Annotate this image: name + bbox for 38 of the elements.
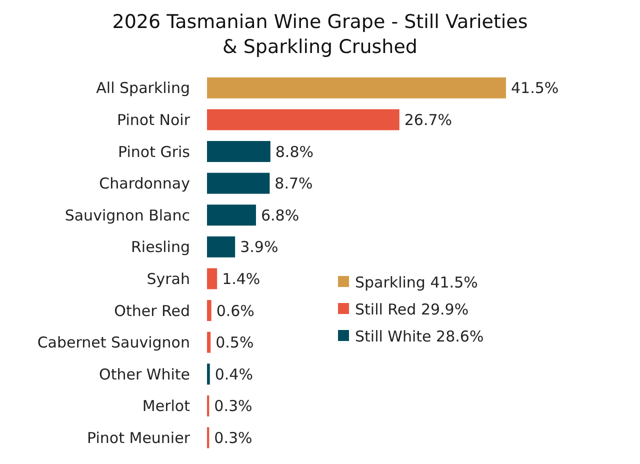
y-tick-label: Other Red [114,302,190,320]
data-label: 26.7% [404,110,452,129]
y-tick-label: Riesling [131,238,190,256]
data-label: 0.4% [214,365,253,384]
data-label: 41.5% [511,79,559,98]
data-label: 0.6% [216,302,254,320]
bar [207,268,218,290]
bar [207,109,400,130]
bar [207,300,212,321]
y-tick-label: Merlot [142,397,190,416]
y-tick-label: Cabernet Sauvignon [37,334,190,352]
y-tick-label: Sauvignon Blanc [64,206,190,224]
bar [207,77,506,98]
y-tick-label: Chardonnay [99,174,190,193]
legend-label: Sparkling 41.5% [355,273,478,292]
y-tick-label: Pinot Meunier [87,428,191,447]
data-label: 6.8% [260,206,300,224]
y-tick-label: All Sparkling [96,79,190,98]
bar [207,141,270,162]
legend-label: Still White 28.6% [355,327,484,346]
y-tick-label: Syrah [146,270,190,288]
data-label: 3.9% [240,238,278,256]
legend-label: Still Red 29.9% [355,300,469,318]
bar [207,204,256,226]
data-label: 8.7% [274,174,313,193]
y-tick-label: Pinot Gris [118,142,190,161]
y-tick-label: Pinot Noir [117,110,191,129]
chart-title: 2026 Tasmanian Wine Grape - Still Varieties & Sparkling Crushed [112,11,528,58]
data-label: 0.3% [214,428,252,447]
bar [207,364,210,385]
bar [207,172,270,194]
data-label: 1.4% [222,270,260,288]
y-tick-label: Other White [99,365,190,384]
bar [207,332,211,353]
data-label: 0.5% [216,334,254,352]
data-label: 0.3% [214,397,252,416]
data-label: 8.8% [275,142,314,161]
bar [207,236,236,258]
